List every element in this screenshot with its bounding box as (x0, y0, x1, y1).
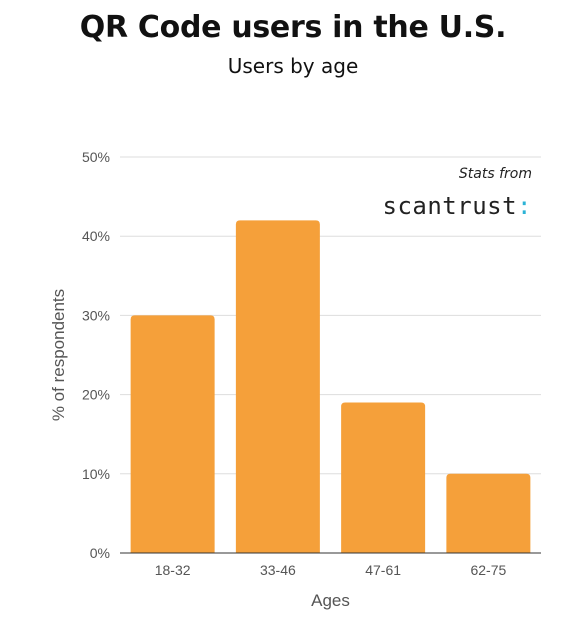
y-tick-label: 10% (82, 466, 110, 482)
x-axis-ticks: 18-32 33-46 47-61 62-75 (155, 562, 507, 578)
y-axis-label: % of respondents (49, 289, 68, 421)
bar-47-61 (341, 402, 426, 553)
x-tick-label: 62-75 (470, 562, 506, 578)
y-tick-label: 0% (90, 545, 110, 561)
y-axis-ticks: 0% 10% 20% 30% 40% 50% (82, 149, 110, 561)
x-tick-label: 33-46 (260, 562, 296, 578)
source-attribution: Stats from scantrust: (383, 166, 533, 220)
bar-62-75 (446, 473, 531, 553)
x-tick-label: 47-61 (365, 562, 401, 578)
y-tick-label: 40% (82, 228, 110, 244)
bars (130, 220, 531, 554)
y-tick-label: 30% (82, 307, 110, 323)
x-axis-label: Ages (311, 591, 350, 610)
brand-accent: : (517, 192, 532, 220)
x-tick-label: 18-32 (155, 562, 191, 578)
chart-title: QR Code users in the U.S. (79, 10, 507, 45)
y-tick-label: 50% (82, 149, 110, 165)
y-tick-label: 20% (82, 387, 110, 403)
brand-name: scantrust (382, 192, 518, 220)
bar-18-32 (130, 315, 215, 553)
source-label: Stats from (458, 166, 532, 182)
bar-33-46 (235, 220, 320, 554)
scantrust-logo: scantrust: (383, 192, 533, 220)
chart-subtitle: Users by age (227, 54, 359, 78)
